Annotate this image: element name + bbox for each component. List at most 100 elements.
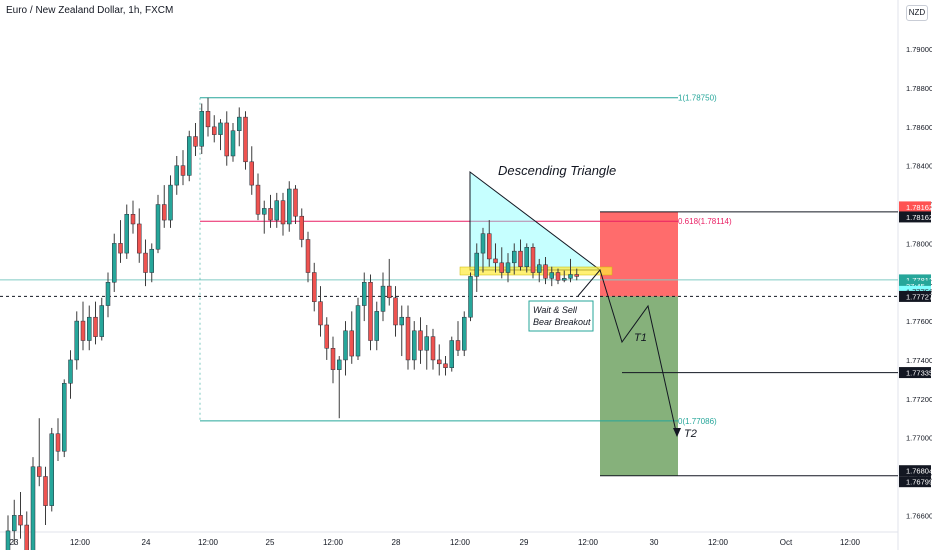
candle-up[interactable] bbox=[99, 305, 104, 337]
candle-up[interactable] bbox=[237, 116, 242, 131]
candle-up[interactable] bbox=[562, 278, 567, 281]
candle-up[interactable] bbox=[362, 281, 367, 306]
candle-down[interactable] bbox=[137, 223, 142, 254]
candle-down[interactable] bbox=[224, 122, 229, 157]
pattern-title-label: Descending Triangle bbox=[498, 163, 616, 178]
candle-down[interactable] bbox=[430, 336, 436, 361]
x-tick-label: 12:00 bbox=[840, 538, 861, 547]
candle-down[interactable] bbox=[312, 272, 317, 302]
candle-down[interactable] bbox=[280, 200, 286, 225]
candle-down[interactable] bbox=[180, 165, 186, 176]
candle-down[interactable] bbox=[118, 243, 123, 254]
candle-up[interactable] bbox=[462, 316, 467, 351]
candle-down[interactable] bbox=[130, 214, 136, 225]
candle-down[interactable] bbox=[143, 252, 148, 273]
candle-up[interactable] bbox=[380, 285, 386, 312]
candle-down[interactable] bbox=[443, 363, 448, 368]
candle-up[interactable] bbox=[149, 248, 154, 273]
candle-up[interactable] bbox=[537, 264, 542, 273]
candle-up[interactable] bbox=[549, 272, 554, 279]
candle-down[interactable] bbox=[387, 285, 392, 299]
candle-down[interactable] bbox=[305, 239, 311, 273]
candle-up[interactable] bbox=[218, 122, 223, 135]
candle-up[interactable] bbox=[399, 316, 404, 326]
candle-down[interactable] bbox=[43, 476, 48, 506]
candle-down[interactable] bbox=[268, 208, 273, 221]
candle-up[interactable] bbox=[287, 188, 292, 225]
candle-down[interactable] bbox=[455, 340, 461, 351]
candle-down[interactable] bbox=[55, 433, 61, 452]
candle-down[interactable] bbox=[37, 466, 42, 477]
candle-down[interactable] bbox=[255, 184, 261, 215]
candle-up[interactable] bbox=[337, 359, 342, 370]
candle-up[interactable] bbox=[262, 208, 267, 215]
candle-down[interactable] bbox=[574, 274, 579, 277]
candle-down[interactable] bbox=[393, 297, 398, 326]
candle-up[interactable] bbox=[168, 184, 173, 221]
candle-up[interactable] bbox=[568, 274, 573, 279]
candle-up[interactable] bbox=[412, 330, 417, 361]
candle-down[interactable] bbox=[293, 188, 298, 217]
callout-box bbox=[528, 300, 594, 332]
candle-up[interactable] bbox=[449, 340, 454, 368]
candle-down[interactable] bbox=[330, 348, 336, 370]
candle-down[interactable] bbox=[555, 272, 561, 281]
candle-down[interactable] bbox=[249, 161, 254, 186]
candle-up[interactable] bbox=[105, 281, 111, 306]
candle-up[interactable] bbox=[112, 243, 117, 283]
candle-down[interactable] bbox=[493, 258, 498, 264]
candle-down[interactable] bbox=[418, 330, 423, 351]
candle-down[interactable] bbox=[349, 330, 354, 357]
candle-down[interactable] bbox=[437, 359, 442, 365]
candle-up[interactable] bbox=[74, 320, 79, 361]
candle-down[interactable] bbox=[518, 250, 523, 267]
candle-up[interactable] bbox=[505, 262, 511, 273]
candle-down[interactable] bbox=[299, 215, 304, 240]
candle-up[interactable] bbox=[68, 359, 73, 384]
candle-up[interactable] bbox=[524, 247, 529, 267]
candle-down[interactable] bbox=[487, 233, 492, 260]
candle-down[interactable] bbox=[368, 281, 373, 341]
candle-up[interactable] bbox=[62, 382, 67, 452]
candle-down[interactable] bbox=[205, 111, 211, 128]
candle-up[interactable] bbox=[474, 252, 479, 277]
candle-down[interactable] bbox=[193, 136, 198, 147]
candle-up[interactable] bbox=[187, 136, 192, 176]
price-label-text: 1.77812 bbox=[906, 276, 932, 285]
candle-down[interactable] bbox=[530, 247, 536, 273]
candle-up[interactable] bbox=[87, 316, 92, 341]
candle-up[interactable] bbox=[49, 433, 54, 506]
candle-up[interactable] bbox=[199, 111, 204, 147]
candle-up[interactable] bbox=[12, 515, 17, 532]
candle-up[interactable] bbox=[512, 250, 517, 264]
candle-up[interactable] bbox=[343, 330, 348, 361]
candle-up[interactable] bbox=[424, 336, 429, 351]
candle-up[interactable] bbox=[355, 305, 361, 357]
candle-up[interactable] bbox=[468, 276, 473, 318]
candle-up[interactable] bbox=[30, 466, 36, 555]
fib-level-label: 0(1.77086) bbox=[678, 417, 717, 426]
candle-down[interactable] bbox=[212, 126, 217, 135]
candle-down[interactable] bbox=[499, 262, 504, 273]
candle-up[interactable] bbox=[480, 233, 486, 254]
candle-down[interactable] bbox=[318, 301, 323, 326]
candle-up[interactable] bbox=[174, 165, 179, 186]
candle-down[interactable] bbox=[162, 204, 167, 221]
candle-up[interactable] bbox=[274, 200, 279, 221]
candle-down[interactable] bbox=[405, 316, 411, 361]
candle-up[interactable] bbox=[155, 204, 161, 250]
candle-down[interactable] bbox=[543, 264, 548, 279]
candle-down[interactable] bbox=[18, 515, 23, 526]
candle-down[interactable] bbox=[24, 524, 29, 555]
candle-up[interactable] bbox=[124, 214, 129, 254]
candle-down[interactable] bbox=[324, 324, 329, 349]
candle-up[interactable] bbox=[374, 311, 379, 341]
candle-down[interactable] bbox=[243, 116, 248, 163]
candle-down[interactable] bbox=[80, 320, 86, 341]
candle-up[interactable] bbox=[230, 130, 236, 157]
currency-badge[interactable]: NZD bbox=[906, 5, 928, 21]
candle-down[interactable] bbox=[93, 316, 98, 337]
x-tick-label: 12:00 bbox=[323, 538, 344, 547]
